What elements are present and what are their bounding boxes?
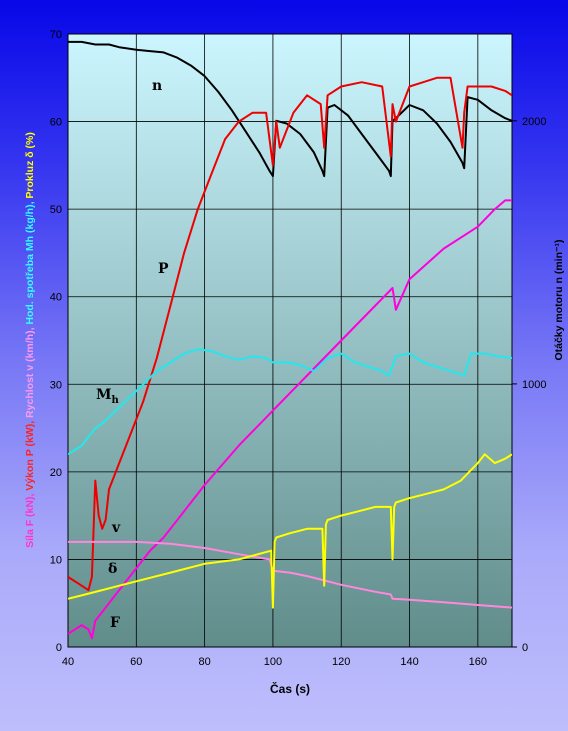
label-n: n bbox=[152, 78, 162, 94]
y-tick-label-left: 30 bbox=[50, 379, 62, 391]
y-axis-label-part: Hod. spotřeba Mh (kg/h), bbox=[24, 201, 36, 327]
y-tick-label-left: 0 bbox=[56, 642, 62, 654]
series-line-delta bbox=[68, 453, 512, 609]
x-tick-label: 160 bbox=[469, 656, 487, 668]
y-tick-label-left: 50 bbox=[50, 204, 62, 216]
series-line-p bbox=[68, 76, 512, 592]
label-v: v bbox=[111, 520, 121, 536]
y-tick-label-right: 0 bbox=[522, 642, 528, 654]
label-mh-main: M bbox=[96, 387, 112, 403]
label-mh: Mh bbox=[96, 387, 120, 406]
x-tick-label: 140 bbox=[400, 656, 418, 668]
y-axis-label-left: Síla F (kN), Výkon P (kW), Rychlost v (k… bbox=[24, 132, 36, 548]
series-group bbox=[68, 40, 512, 640]
x-tick-label: 100 bbox=[264, 656, 282, 668]
label-delta: δ bbox=[108, 561, 117, 577]
y-tick-label-left: 60 bbox=[50, 117, 62, 129]
x-tick-label: 80 bbox=[198, 656, 210, 668]
y-axis-label-part: Síla F (kN), bbox=[24, 494, 36, 548]
y-tick-label-left: 40 bbox=[50, 292, 62, 304]
series-line-v bbox=[68, 540, 512, 609]
x-axis-label: Čas (s) bbox=[270, 681, 310, 696]
y-tick-label-left: 70 bbox=[50, 29, 62, 41]
y-axis-label-right: Otáčky motoru n (min⁻¹) bbox=[553, 239, 565, 360]
label-p: P bbox=[158, 261, 169, 277]
y-tick-label-right: 2000 bbox=[522, 116, 546, 128]
y-tick-label-left: 20 bbox=[50, 467, 62, 479]
y-axis-label-part: Výkon P (kW), bbox=[24, 421, 36, 494]
x-tick-label: 120 bbox=[332, 656, 350, 668]
y-tick-label-left: 10 bbox=[50, 554, 62, 566]
label-f: F bbox=[110, 615, 120, 631]
axis-ticks: 0 10 20 30 40 50 60 70 40 60 80 100 120 140 160 0 1000 20… bbox=[50, 29, 547, 668]
plot-area bbox=[67, 33, 513, 648]
grid bbox=[67, 33, 512, 648]
x-tick-label: 40 bbox=[62, 656, 74, 668]
label-mh-sub: h bbox=[112, 395, 120, 406]
y-axis-label-part: Prokluz δ (%) bbox=[24, 132, 36, 201]
y-axis-label-part: Rychlost v (km/h), bbox=[24, 327, 36, 420]
x-tick-label: 60 bbox=[130, 656, 142, 668]
series-line-f bbox=[68, 199, 512, 640]
series-line-mh bbox=[68, 348, 512, 456]
series-line-n bbox=[68, 40, 512, 178]
y-tick-label-right: 1000 bbox=[522, 379, 546, 391]
